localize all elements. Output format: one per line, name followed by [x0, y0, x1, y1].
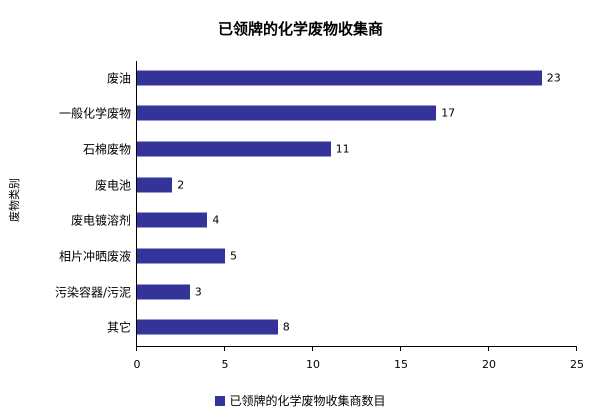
- y-axis-line: [136, 61, 137, 347]
- bar-value-label: 23: [546, 71, 561, 85]
- bar: [137, 212, 208, 228]
- legend-swatch: [215, 395, 226, 406]
- y-axis-label: 废物类别: [8, 178, 21, 222]
- bar-value-label: 3: [194, 285, 202, 299]
- chart-title: 已领牌的化学废物收集商: [217, 20, 383, 38]
- bar: [137, 141, 331, 157]
- x-tick: [224, 346, 225, 351]
- bar: [137, 248, 225, 264]
- x-axis-line: [136, 346, 577, 347]
- category-label: 石棉废物: [82, 142, 131, 157]
- x-tick-label: 5: [221, 358, 229, 371]
- bar-value-label: 11: [335, 142, 350, 156]
- category-label: 废电镀溶剂: [70, 213, 131, 228]
- x-tick: [312, 346, 313, 351]
- bar-value-label: 2: [177, 178, 185, 192]
- legend-label: 已领牌的化学废物收集商数目: [229, 394, 386, 408]
- category-label: 废油: [106, 71, 131, 86]
- x-tick: [576, 346, 577, 351]
- legend: 已领牌的化学废物收集商数目: [0, 392, 601, 409]
- category-label: 废电池: [94, 178, 131, 193]
- x-tick: [488, 346, 489, 351]
- x-tick-label: 0: [133, 358, 141, 371]
- bar: [137, 105, 437, 121]
- bar: [137, 177, 173, 193]
- bar-value-label: 5: [230, 249, 237, 263]
- category-label: 一般化学废物: [58, 106, 131, 121]
- bar-value-label: 4: [212, 213, 220, 227]
- bar: [137, 319, 278, 335]
- x-tick-label: 10: [306, 358, 320, 371]
- x-tick-label: 25: [570, 358, 584, 371]
- x-tick-label: 20: [482, 358, 496, 371]
- x-tick: [136, 346, 137, 351]
- bar-value-label: 17: [441, 106, 456, 120]
- bar: [137, 70, 542, 86]
- category-label: 污染容器/污泥: [54, 285, 131, 300]
- x-tick: [400, 346, 401, 351]
- bar-value-label: 8: [282, 320, 290, 334]
- category-label: 其它: [106, 320, 131, 335]
- category-label: 相片冲晒废液: [58, 249, 131, 264]
- bar: [137, 284, 190, 300]
- x-tick-label: 15: [394, 358, 408, 371]
